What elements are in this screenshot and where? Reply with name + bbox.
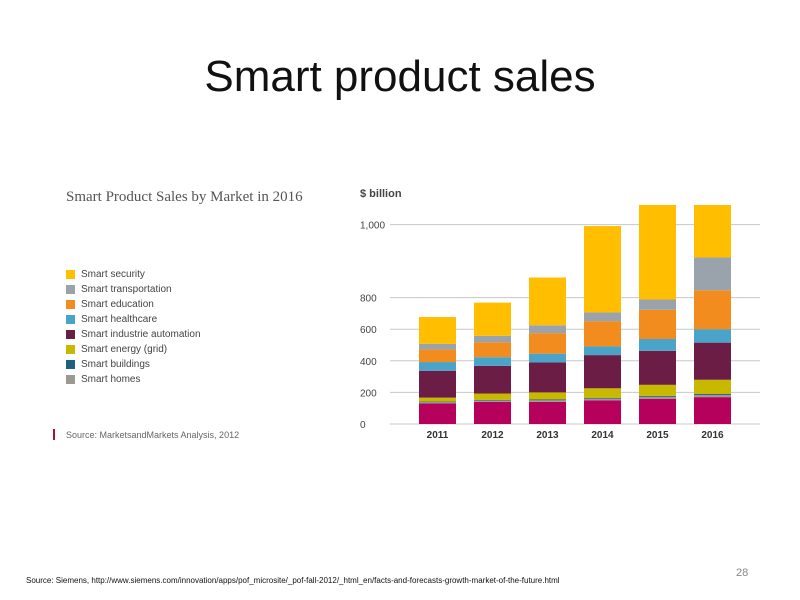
legend-swatch <box>66 285 75 294</box>
legend-label: Smart energy (grid) <box>81 344 168 355</box>
bar-segment <box>529 277 566 326</box>
bar-segment <box>639 338 676 351</box>
legend-swatch <box>66 375 75 384</box>
legend-swatch <box>66 360 75 369</box>
bar-segment <box>529 362 566 393</box>
bar-segment <box>584 312 621 322</box>
bar-segment <box>584 398 621 401</box>
legend-item: Smart energy (grid) <box>66 342 201 357</box>
legend-swatch <box>66 300 75 309</box>
bar-segment <box>419 349 456 363</box>
legend-item: Smart security <box>66 267 201 282</box>
bar-segment <box>639 309 676 339</box>
stacked-bar-chart: 0 200 400 600 800 1,000 2011 2012 2013 2014 2015 20… <box>360 205 760 441</box>
bar-segment <box>419 401 456 403</box>
bar-segment <box>419 402 456 404</box>
bar-segment <box>474 335 511 343</box>
y-axis-unit-label: $ billion <box>360 188 402 200</box>
y-tick-label: 200 <box>360 388 377 399</box>
x-tick-label: 2012 <box>481 430 504 441</box>
bar-segment-unlabeled <box>584 400 621 424</box>
bar-segment <box>639 299 676 310</box>
bar-segment <box>419 397 456 402</box>
bar-segment <box>474 393 511 400</box>
x-tick-label: 2013 <box>536 430 559 441</box>
bar-segment <box>474 302 511 336</box>
bar-segment <box>694 205 731 258</box>
legend-swatch <box>66 345 75 354</box>
y-tick-label: 600 <box>360 325 377 336</box>
bar-segment <box>474 399 511 401</box>
y-tick-label: 1,000 <box>360 221 385 232</box>
bar-segment <box>419 362 456 371</box>
bar-segment <box>639 350 676 385</box>
bar-segment-unlabeled <box>694 397 731 424</box>
legend-swatch <box>66 330 75 339</box>
bar-segment <box>694 342 731 380</box>
legend-item: Smart homes <box>66 372 201 387</box>
legend-label: Smart industrie automation <box>81 329 201 340</box>
x-tick-label: 2014 <box>591 430 614 441</box>
legend-label: Smart buildings <box>81 359 150 370</box>
legend-item: Smart healthcare <box>66 312 201 327</box>
x-tick-label: 2016 <box>701 430 724 441</box>
bar-segment-unlabeled <box>529 401 566 424</box>
bar-segment <box>694 379 731 394</box>
bar-segment <box>584 397 621 399</box>
x-tick-label: 2011 <box>427 430 449 441</box>
bar-segment <box>639 395 676 397</box>
legend-item: Smart industrie automation <box>66 327 201 342</box>
legend-item: Smart transportation <box>66 282 201 297</box>
bar-segment <box>474 365 511 394</box>
bar-segment <box>529 325 566 334</box>
legend-label: Smart homes <box>81 374 141 385</box>
footer-source: Source: Siemens, http://www.siemens.com/… <box>26 576 560 585</box>
legend-item: Smart buildings <box>66 357 201 372</box>
bar-segment <box>584 226 621 313</box>
bar-segment-unlabeled <box>474 401 511 424</box>
legend-label: Smart healthcare <box>81 314 158 325</box>
bar-segment <box>639 396 676 399</box>
bar-segment <box>474 342 511 358</box>
bar-segment <box>529 392 566 400</box>
y-tick-label: 800 <box>360 294 377 305</box>
chart-title: Smart Product Sales by Market in 2016 <box>66 189 303 205</box>
bar-segment <box>529 333 566 354</box>
x-tick-label: 2015 <box>646 430 669 441</box>
legend-swatch <box>66 315 75 324</box>
bar-segment <box>694 394 731 398</box>
bar-segment <box>529 399 566 401</box>
bar-segment <box>584 346 621 356</box>
bar-segment <box>419 343 456 350</box>
chart-source: Source: MarketsandMarkets Analysis, 2012 <box>66 430 240 440</box>
bar-segment <box>584 321 621 347</box>
bar-segment <box>584 355 621 389</box>
bar-segment-unlabeled <box>419 403 456 424</box>
bar-segment <box>529 353 566 363</box>
bar-segment <box>584 388 621 398</box>
bar-segment-unlabeled <box>639 398 676 424</box>
bar-segment <box>529 400 566 402</box>
bar-segment <box>694 290 731 330</box>
page-number: 28 <box>736 567 749 579</box>
y-tick-label: 400 <box>360 357 377 368</box>
bar-segment <box>694 393 731 395</box>
bar-segment <box>474 357 511 366</box>
y-tick-label: 0 <box>360 420 366 431</box>
source-marker <box>53 429 55 440</box>
legend-item: Smart education <box>66 297 201 312</box>
bar-segment <box>694 257 731 291</box>
bar-segment <box>694 329 731 343</box>
legend-label: Smart transportation <box>81 284 172 295</box>
legend-swatch <box>66 270 75 279</box>
legend-label: Smart security <box>81 269 145 280</box>
bar-segment <box>639 205 676 300</box>
legend-label: Smart education <box>81 299 154 310</box>
bar-segment <box>639 384 676 396</box>
chart-legend: Smart security Smart transportation Smart … <box>66 267 201 387</box>
bar-segment <box>474 400 511 402</box>
bar-segment <box>419 370 456 398</box>
bar-segment <box>419 317 456 344</box>
slide-title: Smart product sales <box>204 52 596 101</box>
